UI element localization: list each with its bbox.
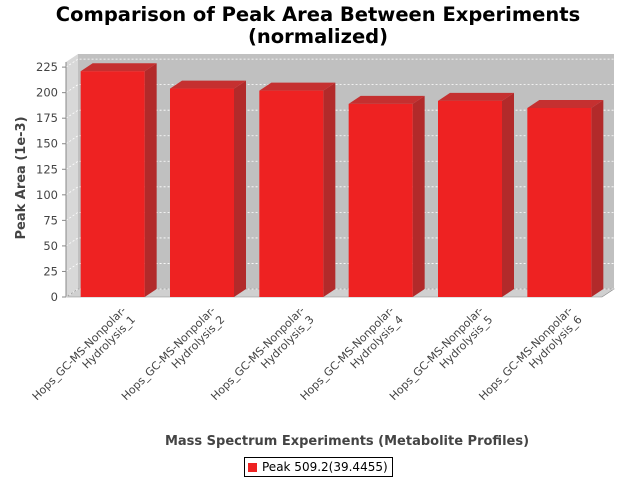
gridline	[65, 288, 614, 298]
plot-area: 0 25 50 75 100 125 150 175 200 225 Hops_GC-MS-Nonp…	[30, 54, 615, 403]
bar-side	[323, 82, 336, 297]
bar	[80, 71, 145, 298]
bar-side	[412, 95, 425, 298]
gridline	[65, 135, 614, 145]
bar-side	[591, 99, 604, 297]
bar-top	[80, 63, 157, 72]
y-tick-label: 225	[36, 60, 58, 74]
bar-side	[144, 63, 157, 298]
y-tick-label: 25	[43, 264, 58, 278]
y-tick-label: 75	[43, 213, 58, 227]
bar-top	[259, 82, 336, 91]
y-tick-label: 175	[36, 111, 58, 125]
bar	[259, 90, 324, 297]
chart-title-line-2: (normalized)	[248, 25, 388, 48]
bar	[527, 107, 592, 297]
gridline	[65, 237, 614, 247]
bar-top	[348, 95, 425, 104]
x-axis-label: Mass Spectrum Experiments (Metabolite Pr…	[165, 434, 529, 449]
y-tick-label: 150	[36, 137, 58, 151]
bar-top	[527, 99, 604, 108]
bar-top	[170, 80, 246, 89]
gridline	[65, 58, 614, 68]
y-tick-label: 100	[36, 188, 58, 202]
bar-side	[234, 80, 246, 297]
y-tick-label: 50	[43, 239, 58, 253]
gridline	[65, 186, 614, 196]
bar-side	[502, 92, 514, 298]
legend-swatch-peak	[248, 462, 257, 472]
bar	[438, 100, 502, 298]
gridline	[65, 109, 614, 119]
legend-label-peak: Peak 509.2(39.4455)	[262, 460, 388, 474]
gridline	[65, 84, 614, 93]
bar-top	[438, 92, 514, 101]
chart-title-line-1: Comparison of Peak Area Between Experime…	[56, 3, 580, 26]
y-tick-label: 200	[36, 86, 58, 100]
x-category-label-line: Hops_GC-MS-Nonpolar-	[30, 304, 129, 403]
legend: Peak 509.2(39.4455)	[244, 457, 393, 477]
gridline	[65, 211, 614, 221]
y-tick-label: 125	[36, 162, 58, 176]
bar	[170, 88, 234, 297]
gridline	[65, 160, 614, 170]
y-axis-label: Peak Area (1e-3)	[14, 116, 29, 239]
bar	[348, 103, 413, 298]
y-tick-label: 0	[51, 290, 58, 304]
gridline	[65, 263, 614, 272]
plot-left-wall	[66, 54, 78, 297]
